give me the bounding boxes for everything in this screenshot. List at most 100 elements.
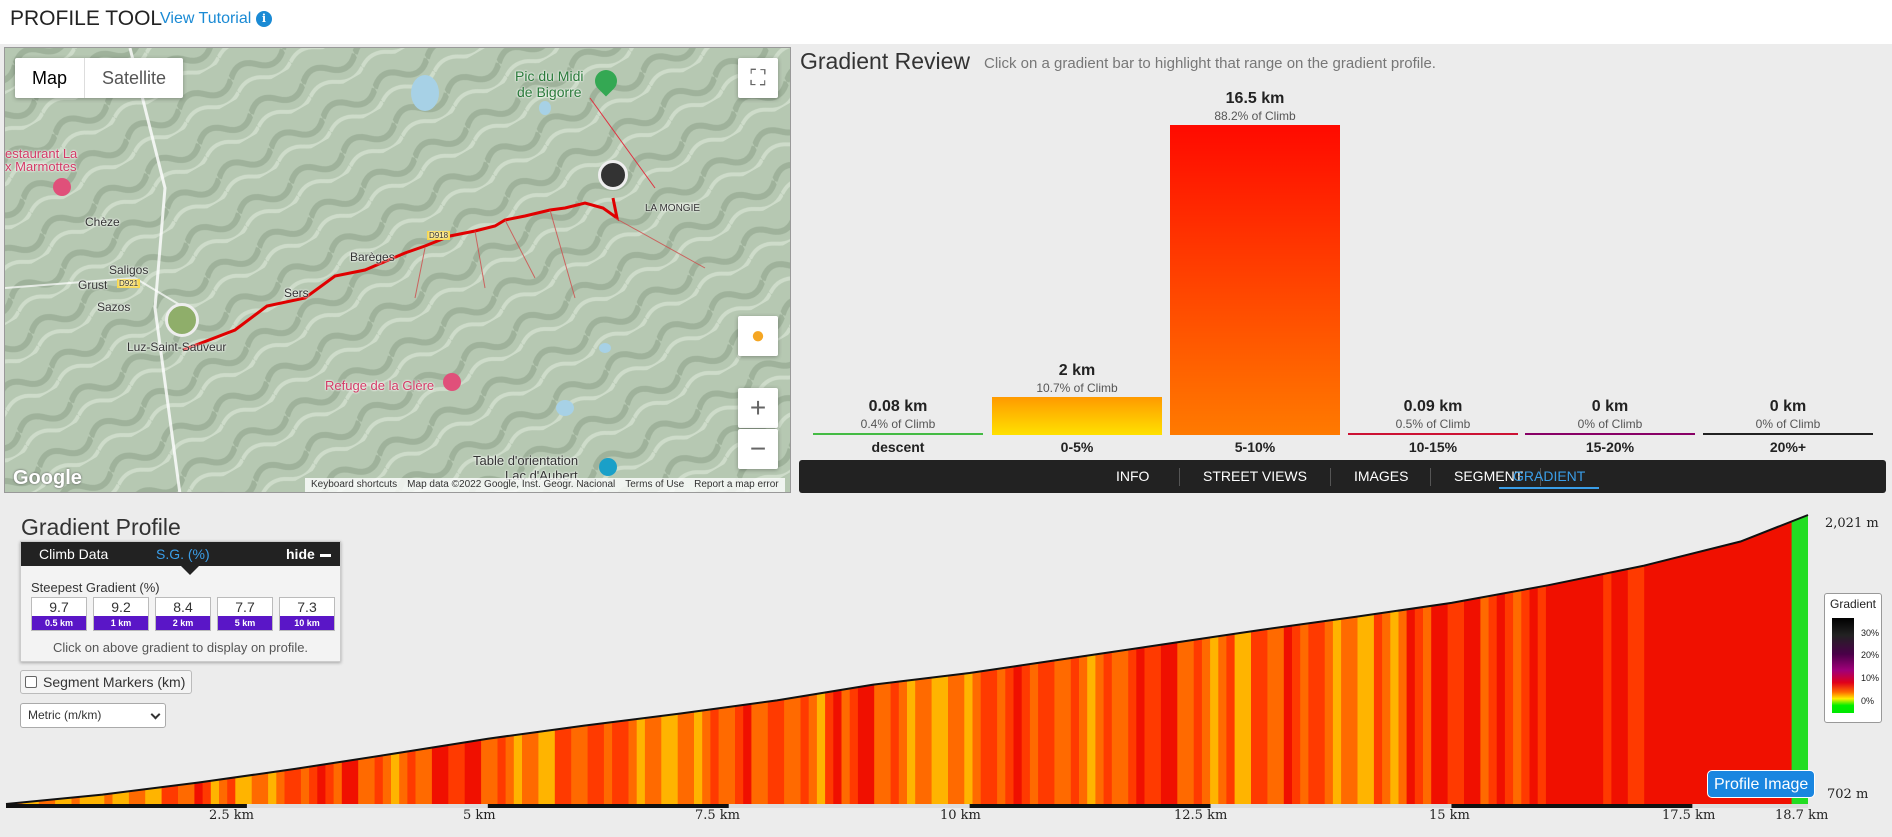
profile-gradient-segment [1382,515,1392,804]
profile-gradient-segment [1529,515,1539,804]
gradient-bar-3[interactable]: 16.5 km 88.2% of Climb 5-10% [1170,80,1340,455]
steepest-gradient-item[interactable]: 8.4 2 km [155,597,211,631]
tab-steepest-gradient[interactable]: S.G. (%) [156,546,210,562]
map-label-table: Table d'orientation [473,453,579,468]
app-title: PROFILE TOOL [10,7,163,30]
unit-select[interactable]: Metric (m/km) [20,703,166,728]
steepest-gradient-item[interactable]: 9.2 1 km [93,597,149,631]
steepest-gradient-item[interactable]: 9.7 0.5 km [31,597,87,631]
profile-gradient-segment [1619,515,1629,804]
gradient-bar-2[interactable]: 2 km 10.7% of Climb 0-5% [992,80,1162,455]
profile-elevation-line [5,514,1809,805]
profile-gradient-segment [1701,515,1711,804]
profile-gradient-segment [644,515,654,804]
gradient-legend: Gradient 30% 20% 10% 0% [1824,593,1882,723]
profile-gradient-segment [1783,515,1793,804]
profile-gradient-segment [612,515,622,804]
segment-markers-toggle[interactable]: Segment Markers (km) [20,670,193,694]
profile-gradient-segment [431,515,441,804]
profile-gradient-segment [571,515,581,804]
gradient-bar-5[interactable]: 0 km 0% of Climb 15-20% [1525,80,1695,455]
profile-gradient-segment [1627,515,1637,804]
fullscreen-icon[interactable]: ⛶ [738,58,778,98]
profile-gradient-segment [1292,515,1301,804]
tab-climb-data[interactable]: Climb Data [39,546,109,562]
steepest-gradient-item[interactable]: 7.3 10 km [279,597,335,631]
zoom-out-button[interactable]: − [738,429,778,469]
profile-gradient-segment [505,515,515,804]
profile-gradient-segment [1259,515,1269,804]
tab-images[interactable]: IMAGES [1354,468,1409,484]
terms-of-use-link[interactable]: Terms of Use [625,479,685,490]
profile-gradient-segment [1595,515,1604,804]
map-label-sazos: Sazos [97,300,131,314]
profile-gradient-segment [923,515,933,804]
tab-street-views[interactable]: STREET VIEWS [1203,468,1307,484]
profile-gradient-segment [1668,515,1678,804]
gradient-bar-distance: 0.08 km [868,398,928,415]
profile-gradient-segment [890,515,900,804]
profile-gradient-segment [1603,515,1613,804]
segment-markers-checkbox[interactable] [25,676,37,688]
route-map[interactable]: Map Satellite ⛶ ● + − Pic du Midi de Big… [4,47,791,493]
map-label-luz: Luz-Saint-Sauveur [127,340,227,354]
map-footer: Keyboard shortcuts Map data ©2022 Google… [305,478,785,492]
profile-gradient-segment [1455,515,1465,804]
viewpoint-pin-icon[interactable] [599,458,617,476]
profile-gradient-segment [1414,515,1424,804]
legend-tick: 10% [1861,673,1880,683]
gradient-bar-4[interactable]: 0.09 km 0.5% of Climb 10-15% [1348,80,1518,455]
steepest-gradient-item[interactable]: 7.7 5 km [217,597,273,631]
gradient-bar-fill [992,397,1162,435]
app-header: PROFILE TOOL View Tutorial i [0,0,1892,44]
elevation-min-label: 702 m [1827,787,1869,802]
restaurant-pin-icon[interactable] [53,178,71,196]
start-marker-icon[interactable] [165,303,199,337]
view-tutorial-link[interactable]: View Tutorial [160,10,252,27]
tool-navbar: INFO STREET VIEWS IMAGES SEGMENT GRADIEN… [799,460,1886,493]
gradient-bar-percent: 10.7% of Climb [1036,381,1118,396]
profile-gradient-segment [1799,515,1808,804]
x-tick-label: 10 km [940,808,981,823]
street-view-pegman-icon[interactable]: ● [738,316,778,356]
report-map-error-link[interactable]: Report a map error [694,479,779,490]
profile-gradient-segment [915,515,925,804]
keyboard-shortcuts-link[interactable]: Keyboard shortcuts [311,479,398,490]
profile-gradient-segment [399,515,409,804]
profile-gradient-segment [1234,515,1244,804]
info-icon[interactable]: i [256,11,272,27]
climb-panel-tabs: Climb Data S.G. (%) hide [21,542,340,566]
gradient-bar-6[interactable]: 0 km 0% of Climb 20%+ [1703,80,1873,455]
profile-gradient-segment [669,515,679,804]
gradient-bar-fill [813,433,983,435]
profile-gradient-segment [1341,515,1351,804]
profile-gradient-segment [833,515,843,804]
gradient-bar-category: 10-15% [1408,439,1458,455]
map-type-satellite-button[interactable]: Satellite [84,58,183,98]
profile-gradient-segment [595,515,605,804]
profile-gradient-segment [391,515,400,804]
profile-gradient-segment [1136,515,1146,804]
tab-info[interactable]: INFO [1116,468,1150,484]
gradient-profile-title: Gradient Profile [21,514,181,540]
profile-gradient-segment [972,515,982,804]
zoom-in-button[interactable]: + [738,388,778,428]
profile-gradient-segment [1390,515,1400,804]
gradient-bar-1[interactable]: 0.08 km 0.4% of Climb descent [813,80,983,455]
finish-flag-icon[interactable] [598,160,628,190]
steepest-gradient-hint: Click on above gradient to display on pr… [52,640,309,655]
hide-panel-button[interactable]: hide [286,546,331,562]
profile-gradient-segment [407,515,417,804]
profile-gradient-segment [1095,515,1105,804]
profile-gradient-segment [415,515,425,804]
tab-gradient[interactable]: GRADIENT [1499,460,1600,489]
profile-gradient-segment [988,515,998,804]
profile-gradient-segment [1775,515,1785,804]
profile-image-button[interactable]: Profile Image [1707,770,1816,798]
profile-gradient-segment [1464,515,1473,804]
tab-segment[interactable]: SEGMENT [1454,468,1524,484]
profile-gradient-segment [1251,515,1260,804]
profile-gradient-segment [767,515,777,804]
refuge-pin-icon[interactable] [443,373,461,391]
map-type-map-button[interactable]: Map [32,68,68,88]
